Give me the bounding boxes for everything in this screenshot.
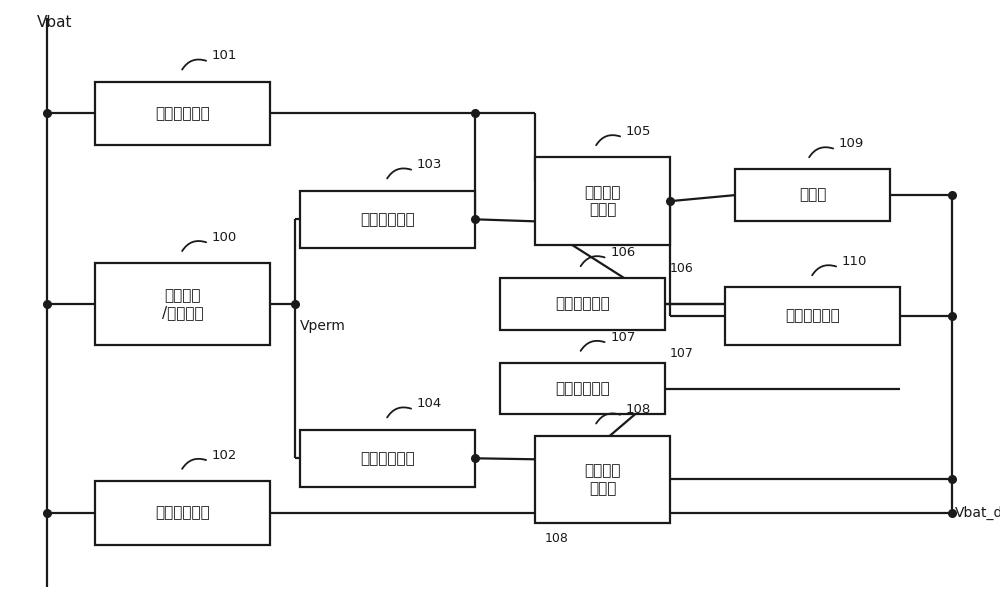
Text: 第三反馈电路: 第三反馈电路 (785, 309, 840, 324)
Bar (95, 481, 270, 544)
Bar (735, 169, 890, 221)
Text: 106: 106 (610, 246, 636, 259)
Text: 降压电路
/降压芯片: 降压电路 /降压芯片 (162, 288, 203, 320)
Bar (535, 436, 670, 523)
Text: Vbat: Vbat (37, 15, 72, 30)
Text: 第二分压电路: 第二分压电路 (155, 505, 210, 520)
Text: 103: 103 (417, 159, 442, 171)
Text: 第三分压电路: 第三分压电路 (360, 212, 415, 227)
Text: 104: 104 (417, 397, 442, 410)
Bar (725, 287, 900, 345)
Bar (95, 263, 270, 345)
Text: 反相器: 反相器 (799, 188, 826, 203)
Bar (300, 191, 475, 248)
Bar (300, 430, 475, 487)
Bar (95, 82, 270, 145)
Text: 第二电压
比较器: 第二电压 比较器 (584, 463, 621, 495)
Text: 107: 107 (670, 347, 694, 360)
Text: 106: 106 (670, 263, 694, 275)
Text: 108: 108 (626, 404, 651, 416)
Bar (500, 278, 665, 330)
Text: 第二反馈电路: 第二反馈电路 (555, 381, 610, 396)
Text: 第一分压电路: 第一分压电路 (155, 106, 210, 121)
Text: 108: 108 (545, 532, 569, 545)
Text: 第一反馈电路: 第一反馈电路 (555, 296, 610, 312)
Text: 第四分压电路: 第四分压电路 (360, 451, 415, 466)
Text: 105: 105 (626, 125, 651, 138)
Text: 101: 101 (212, 50, 237, 62)
Text: 109: 109 (839, 137, 864, 150)
Text: 第一电压
比较器: 第一电压 比较器 (584, 185, 621, 217)
Text: 100: 100 (212, 231, 237, 244)
Text: Vbat_det: Vbat_det (955, 506, 1000, 520)
Text: 110: 110 (842, 255, 867, 268)
Bar (535, 157, 670, 245)
Bar (500, 363, 665, 414)
Text: Vperm: Vperm (300, 319, 346, 333)
Text: 102: 102 (212, 449, 237, 462)
Text: 107: 107 (610, 331, 636, 344)
